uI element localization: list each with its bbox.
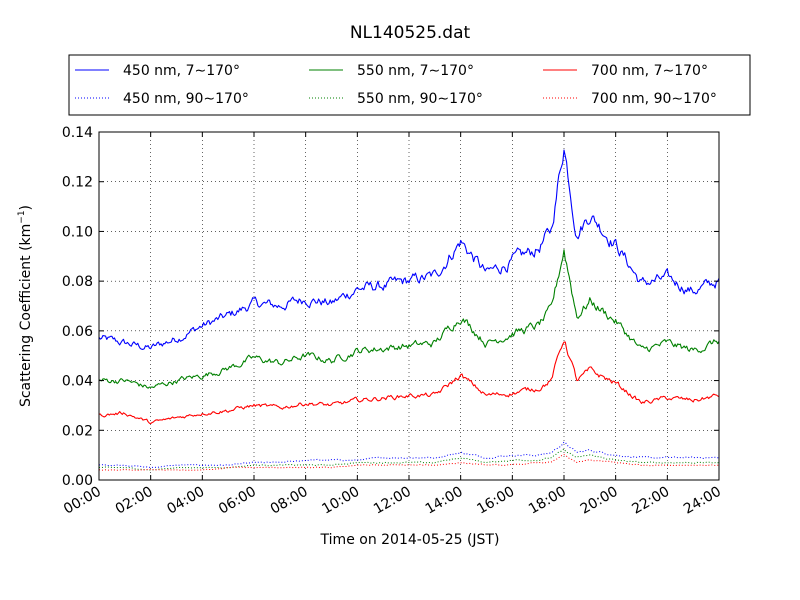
x-tick-label: 14:00 (423, 484, 466, 518)
y-tick-label: 0.08 (62, 274, 93, 290)
x-tick-label: 08:00 (268, 484, 311, 518)
ticks (98, 131, 720, 481)
legend-frame (68, 54, 751, 116)
y-tick-label: 0.00 (62, 473, 93, 489)
y-tick-label: 0.04 (62, 374, 93, 390)
chart-title: NL140525.dat (350, 23, 471, 43)
x-tick-label: 16:00 (474, 484, 517, 518)
series-layer (98, 144, 720, 471)
y-tick-label: 0.12 (62, 175, 93, 191)
legend-label: 700 nm, 90∼170° (591, 91, 717, 107)
legend-label: 700 nm, 7∼170° (591, 63, 708, 79)
y-axis-label-main: Scattering Coefficient (km (18, 224, 34, 407)
y-axis-label-close: ) (18, 205, 34, 210)
x-tick-label: 18:00 (526, 484, 569, 518)
x-tick-label: 12:00 (371, 484, 414, 518)
y-tick-labels: 0.00 0.02 0.04 0.06 0.08 0.10 0.12 0.14 (62, 125, 93, 489)
series-line (98, 249, 720, 389)
legend-label: 550 nm, 90∼170° (357, 91, 483, 107)
series-line (98, 441, 720, 469)
y-tick-label: 0.06 (62, 324, 93, 340)
y-tick-label: 0.02 (62, 423, 93, 439)
x-tick-label: 24:00 (681, 484, 724, 518)
series-line (98, 341, 720, 425)
x-tick-label: 06:00 (216, 484, 259, 518)
x-tick-label: 10:00 (319, 484, 362, 518)
x-tick-label: 22:00 (629, 484, 672, 518)
x-axis-label: Time on 2014-05-25 (JST) (320, 532, 500, 548)
legend-label: 550 nm, 7∼170° (357, 63, 474, 79)
y-tick-label: 0.14 (62, 125, 93, 141)
series-line (98, 448, 720, 471)
legend-label: 450 nm, 90∼170° (123, 91, 249, 107)
grid (99, 132, 719, 480)
x-tick-label: 02:00 (113, 484, 156, 518)
y-axis-label-sup: −1 (17, 210, 27, 223)
series-line (98, 149, 720, 350)
x-tick-label: 20:00 (578, 484, 621, 518)
y-tick-label: 0.10 (62, 224, 93, 240)
y-axis-label: Scattering Coefficient (km−1) (17, 205, 34, 407)
legend: 450 nm, 7∼170° 550 nm, 7∼170° 700 nm, 7∼17… (68, 54, 751, 116)
legend-label: 450 nm, 7∼170° (123, 63, 240, 79)
x-tick-labels: 00:00 02:00 04:00 06:00 08:00 10:00 12:00 14:00… (61, 484, 724, 518)
x-tick-label: 04:00 (164, 484, 207, 518)
